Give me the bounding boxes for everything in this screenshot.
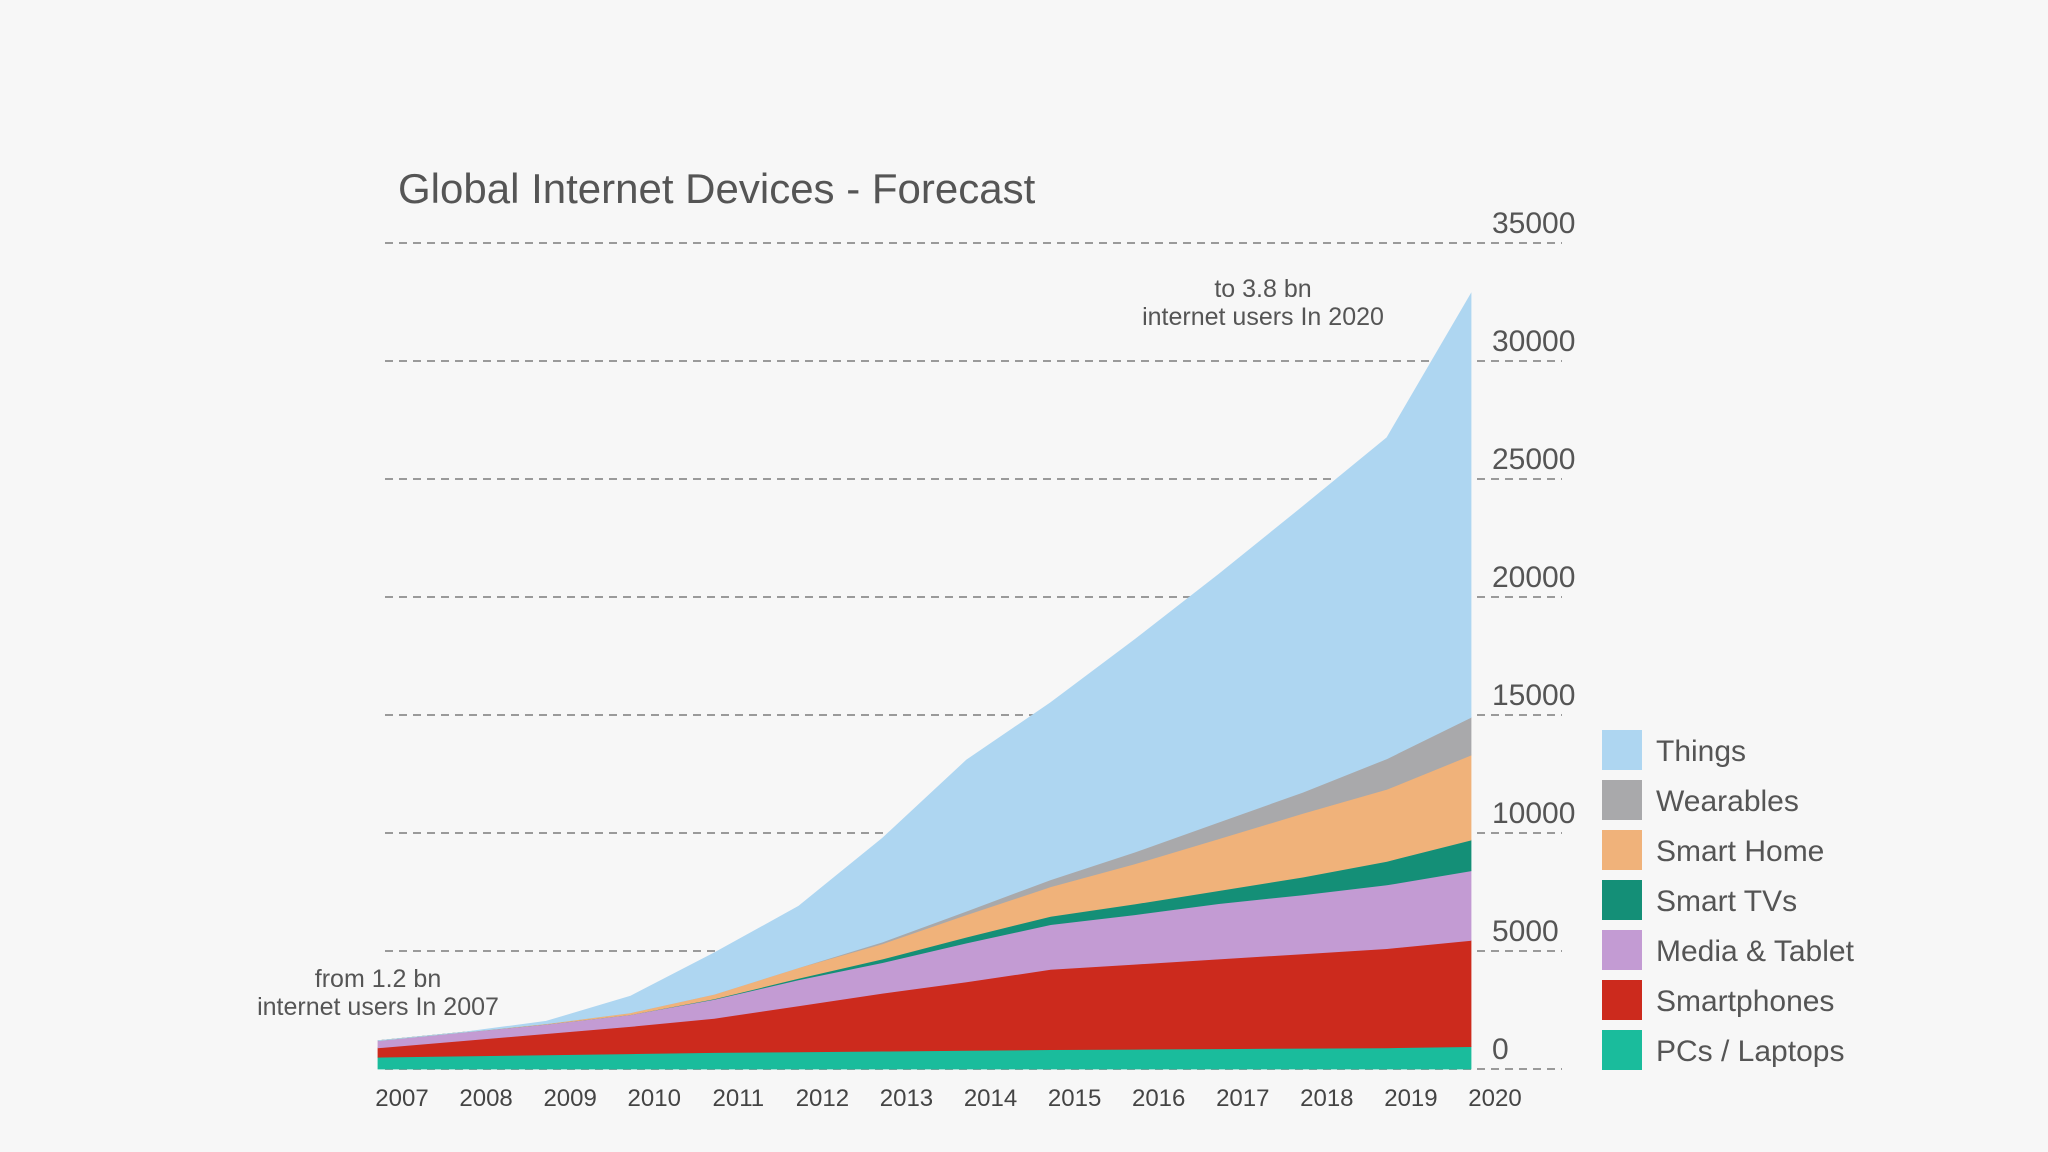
annotations: from 1.2 bn internet users In 2007 to 3.… (257, 275, 1384, 1021)
legend-item-smart-home: Smart Home (1602, 830, 1824, 870)
legend-swatch-pcs-laptops (1602, 1030, 1642, 1070)
x-tick-2014: 2014 (964, 1085, 1017, 1112)
y-tick-5000: 5000 (1492, 915, 1559, 948)
y-tick-30000: 30000 (1492, 325, 1575, 358)
y-tick-25000: 25000 (1492, 443, 1575, 476)
legend-item-wearables: Wearables (1602, 780, 1799, 820)
legend-item-things: Things (1602, 730, 1746, 770)
legend: Things Wearables Smart Home Smart TVs Media … (1602, 730, 1855, 1070)
x-tick-2019: 2019 (1384, 1085, 1437, 1112)
x-tick-2007: 2007 (375, 1085, 428, 1112)
legend-swatch-smart-home (1602, 830, 1642, 870)
legend-label-smart-home: Smart Home (1656, 835, 1824, 868)
x-tick-2009: 2009 (543, 1085, 596, 1112)
legend-swatch-media-tablet (1602, 930, 1642, 970)
legend-label-things: Things (1656, 735, 1746, 768)
x-tick-2010: 2010 (628, 1085, 681, 1112)
legend-label-media-tablet: Media & Tablet (1656, 935, 1855, 968)
legend-label-smartphones: Smartphones (1656, 985, 1834, 1018)
annotation-end-line2: internet users In 2020 (1142, 303, 1384, 331)
x-tick-2013: 2013 (880, 1085, 933, 1112)
legend-item-smart-tvs: Smart TVs (1602, 880, 1797, 920)
annotation-start-line2: internet users In 2007 (257, 993, 499, 1021)
x-tick-2012: 2012 (796, 1085, 849, 1112)
x-tick-2016: 2016 (1132, 1085, 1185, 1112)
y-tick-0: 0 (1492, 1033, 1509, 1066)
legend-label-smart-tvs: Smart TVs (1656, 885, 1797, 918)
annotation-end-line1: to 3.8 bn (1214, 275, 1311, 303)
x-axis-ticks: 2007 2008 2009 2010 2011 2012 2013 2014 2015 2016… (375, 1085, 1521, 1112)
y-tick-35000: 35000 (1492, 207, 1575, 240)
legend-swatch-things (1602, 730, 1642, 770)
x-tick-2011: 2011 (713, 1085, 765, 1112)
legend-swatch-smart-tvs (1602, 880, 1642, 920)
legend-item-media-tablet: Media & Tablet (1602, 930, 1855, 970)
x-tick-2020: 2020 (1468, 1085, 1521, 1112)
x-tick-2008: 2008 (459, 1085, 512, 1112)
legend-swatch-smartphones (1602, 980, 1642, 1020)
x-tick-2017: 2017 (1216, 1085, 1269, 1112)
series-areas (377, 292, 1472, 1070)
y-tick-15000: 15000 (1492, 679, 1575, 712)
area-things (377, 292, 1472, 1042)
legend-item-smartphones: Smartphones (1602, 980, 1834, 1020)
legend-item-pcs-laptops: PCs / Laptops (1602, 1030, 1844, 1070)
y-tick-20000: 20000 (1492, 561, 1575, 594)
annotation-start-line1: from 1.2 bn (315, 965, 441, 993)
legend-swatch-wearables (1602, 780, 1642, 820)
x-tick-2018: 2018 (1300, 1085, 1353, 1112)
y-axis-ticks: 0 5000 10000 15000 20000 25000 30000 35000 (1492, 207, 1575, 1066)
chart-title: Global Internet Devices - Forecast (398, 165, 1036, 212)
x-tick-2015: 2015 (1048, 1085, 1101, 1112)
legend-label-wearables: Wearables (1656, 785, 1799, 818)
legend-label-pcs-laptops: PCs / Laptops (1656, 1035, 1844, 1068)
y-tick-10000: 10000 (1492, 797, 1575, 830)
